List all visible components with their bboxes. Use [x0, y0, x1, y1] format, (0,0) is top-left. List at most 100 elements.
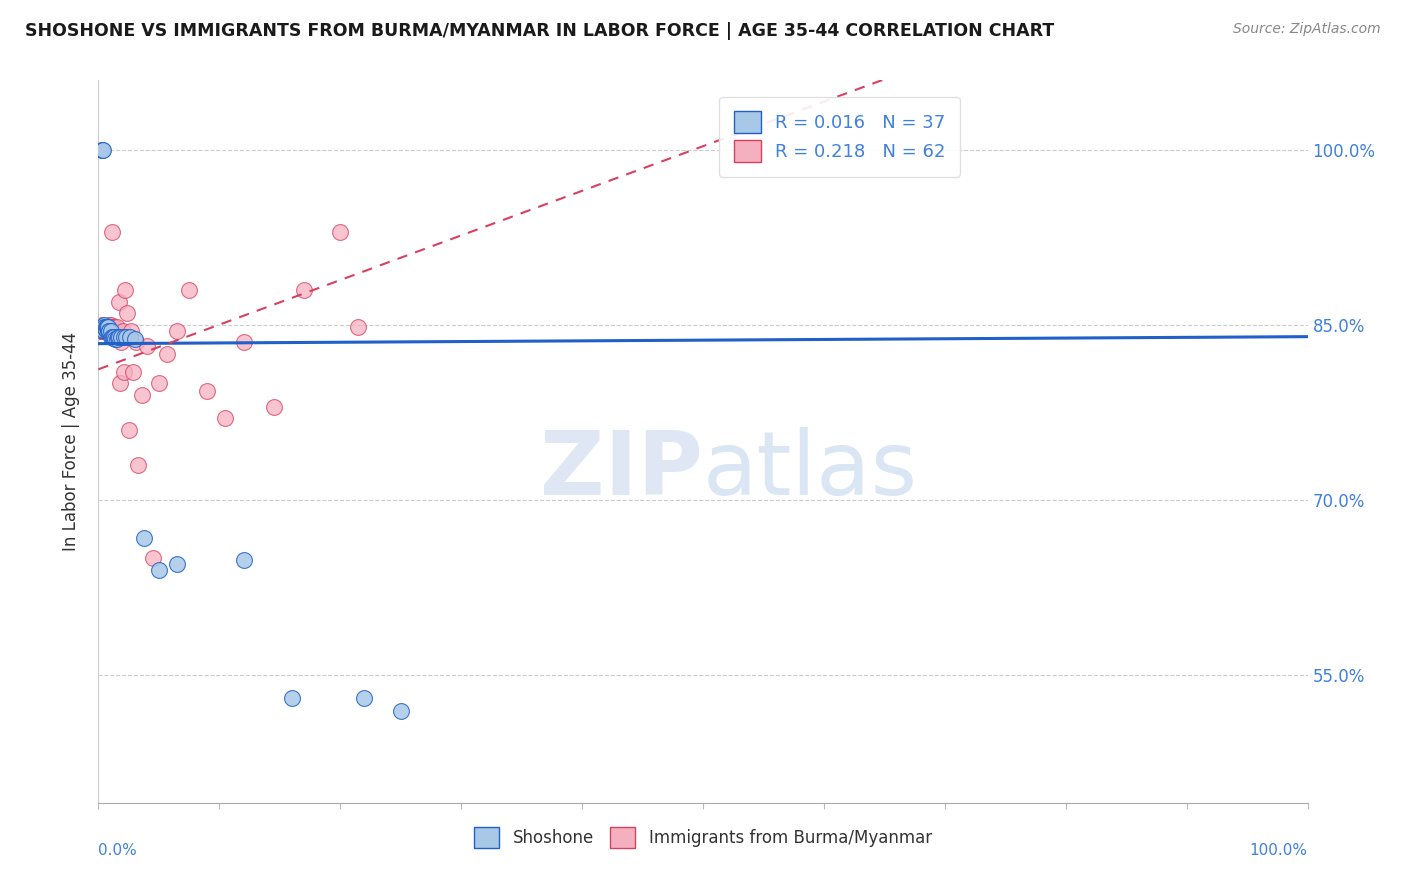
Point	[115, 329, 138, 343]
Point	[94, 320, 117, 334]
Point	[96, 320, 118, 334]
Point	[263, 400, 285, 414]
Point	[166, 324, 188, 338]
Point	[125, 335, 148, 350]
Point	[93, 320, 115, 334]
Point	[110, 329, 132, 343]
Point	[91, 320, 114, 334]
Point	[118, 329, 141, 343]
Point	[142, 551, 165, 566]
Text: Source: ZipAtlas.com: Source: ZipAtlas.com	[1233, 22, 1381, 37]
Point	[89, 324, 111, 338]
Point	[105, 320, 128, 334]
Point	[179, 283, 201, 297]
Legend: Shoshone, Immigrants from Burma/Myanmar: Shoshone, Immigrants from Burma/Myanmar	[465, 819, 941, 856]
Point	[100, 329, 122, 343]
Point	[91, 318, 114, 332]
Point	[93, 323, 115, 337]
Point	[103, 329, 125, 343]
Point	[91, 143, 114, 157]
Point	[100, 318, 122, 332]
Point	[110, 335, 132, 350]
Point	[97, 320, 120, 334]
Point	[91, 324, 114, 338]
Point	[281, 690, 304, 705]
Point	[91, 143, 114, 157]
Point	[98, 318, 121, 332]
Point	[112, 365, 135, 379]
Point	[91, 320, 114, 334]
Text: 0.0%: 0.0%	[98, 843, 138, 857]
Point	[89, 320, 111, 334]
Point	[114, 283, 136, 297]
Point	[96, 324, 118, 338]
Point	[104, 332, 127, 346]
Point	[97, 320, 120, 334]
Point	[108, 294, 131, 309]
Point	[122, 365, 145, 379]
Point	[127, 458, 149, 472]
Point	[232, 553, 254, 567]
Point	[131, 388, 153, 402]
Point	[124, 332, 146, 346]
Point	[96, 320, 118, 334]
Text: ZIP: ZIP	[540, 427, 703, 514]
Point	[100, 225, 122, 239]
Point	[90, 320, 112, 334]
Point	[89, 323, 111, 337]
Y-axis label: In Labor Force | Age 35-44: In Labor Force | Age 35-44	[62, 332, 80, 551]
Point	[195, 384, 218, 399]
Point	[97, 324, 120, 338]
Point	[347, 320, 370, 334]
Point	[166, 557, 188, 571]
Point	[120, 324, 142, 338]
Point	[93, 320, 115, 334]
Point	[105, 332, 128, 346]
Point	[117, 306, 139, 320]
Point	[91, 323, 114, 337]
Point	[96, 320, 118, 334]
Text: 100.0%: 100.0%	[1250, 843, 1308, 857]
Text: atlas: atlas	[703, 427, 918, 514]
Point	[91, 320, 114, 334]
Point	[148, 563, 170, 577]
Point	[94, 324, 117, 338]
Point	[90, 320, 112, 334]
Point	[94, 323, 117, 337]
Point	[292, 283, 315, 297]
Point	[90, 324, 112, 338]
Point	[389, 704, 412, 718]
Point	[135, 339, 157, 353]
Point	[112, 329, 135, 343]
Point	[100, 320, 122, 334]
Point	[90, 320, 112, 334]
Point	[232, 335, 254, 350]
Point	[353, 690, 375, 705]
Point	[107, 329, 129, 343]
Point	[89, 320, 111, 334]
Point	[108, 376, 131, 391]
Point	[91, 143, 114, 157]
Point	[87, 324, 110, 338]
Point	[134, 531, 156, 545]
Point	[98, 324, 121, 338]
Point	[96, 320, 118, 334]
Point	[100, 329, 122, 343]
Point	[93, 318, 115, 332]
Point	[98, 320, 121, 334]
Point	[214, 411, 236, 425]
Point	[94, 320, 117, 334]
Text: SHOSHONE VS IMMIGRANTS FROM BURMA/MYANMAR IN LABOR FORCE | AGE 35-44 CORRELATION: SHOSHONE VS IMMIGRANTS FROM BURMA/MYANMA…	[25, 22, 1054, 40]
Point	[104, 324, 127, 338]
Point	[98, 324, 121, 338]
Point	[103, 320, 125, 334]
Point	[156, 347, 179, 361]
Point	[111, 324, 134, 338]
Point	[97, 324, 120, 338]
Point	[118, 423, 141, 437]
Point	[91, 324, 114, 338]
Point	[101, 324, 124, 338]
Point	[329, 225, 352, 239]
Point	[107, 329, 129, 343]
Point	[101, 329, 124, 343]
